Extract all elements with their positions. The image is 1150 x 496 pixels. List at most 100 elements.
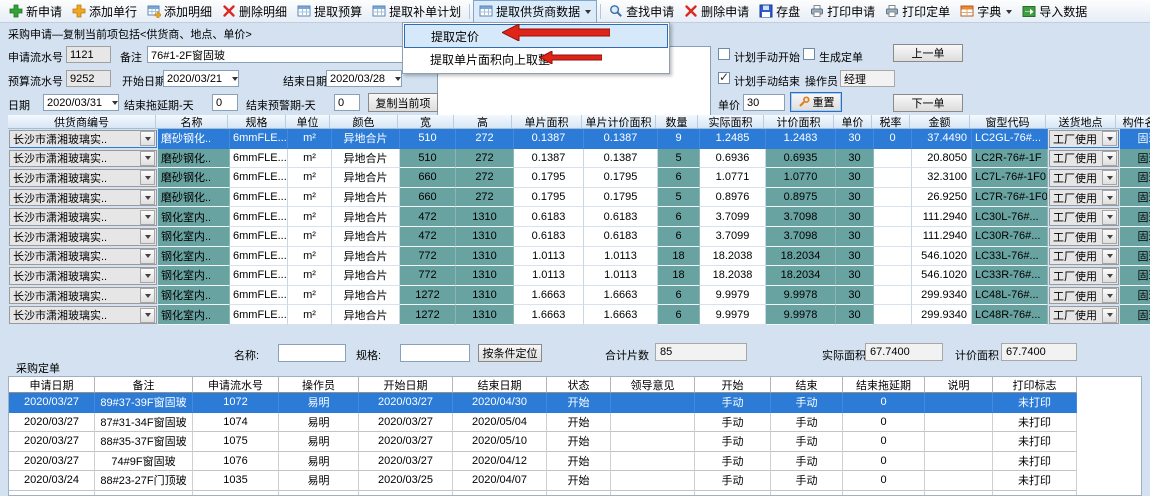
table-cell[interactable] (611, 412, 695, 432)
toolbar-button-extract-supplier-data[interactable]: 提取供货商数据 (473, 0, 598, 23)
table-cell[interactable]: 1.0770 (766, 168, 836, 188)
table-cell[interactable]: 472 (400, 226, 456, 247)
filter-spec-input[interactable] (400, 344, 470, 362)
table-cell[interactable] (359, 490, 453, 495)
table-cell[interactable]: 1.0113 (514, 246, 584, 267)
locate-by-condition-button[interactable]: 按条件定位 (478, 344, 542, 362)
table-cell[interactable]: 异地合片 (332, 266, 400, 286)
column-header[interactable]: 单位 (286, 115, 330, 129)
delivery-location-combo-cell[interactable]: 工厂使用 (1049, 169, 1119, 187)
toolbar-button-print-request[interactable]: 打印申请 (805, 1, 880, 22)
table-cell[interactable]: 1310 (456, 226, 514, 247)
table-cell[interactable]: 未打印 (993, 471, 1077, 491)
table-cell[interactable]: 0.1387 (514, 148, 584, 169)
table-cell[interactable] (874, 187, 912, 208)
table-cell[interactable]: 0 (843, 412, 925, 432)
toolbar-button-dictionary[interactable]: 字典 (955, 1, 1017, 22)
copy-current-button[interactable]: 复制当前项 (368, 93, 438, 112)
table-cell[interactable]: 3.7098 (766, 207, 836, 227)
table-cell[interactable]: 手动 (695, 451, 771, 471)
table-cell[interactable]: 0.8975 (766, 187, 836, 208)
previous-order-button[interactable]: 上一单 (893, 44, 963, 62)
table-cell[interactable]: 6mmFLE... (230, 305, 288, 325)
chevron-down-icon[interactable] (1102, 170, 1117, 186)
table-cell[interactable]: 88#23-27F门顶玻 (95, 471, 193, 491)
table-cell[interactable]: 30 (836, 246, 874, 267)
column-header[interactable]: 规格 (228, 115, 286, 129)
table-cell[interactable]: 9.9979 (700, 285, 766, 306)
toolbar-button-extract-supplement-plan[interactable]: 提取补单计划 (367, 1, 466, 22)
table-cell[interactable]: 手动 (695, 432, 771, 452)
table-cell[interactable]: 固玻 (1120, 187, 1150, 208)
table-cell[interactable] (925, 393, 993, 413)
table-cell[interactable] (9, 490, 95, 495)
filter-name-input[interactable] (278, 344, 346, 362)
table-row[interactable]: 长沙市潇湘玻璃实.. 钢化室内.. 6mmFLE... m² 异地合片 472 1310 0.… (8, 207, 1150, 227)
budget-no-field[interactable] (66, 70, 111, 87)
table-cell[interactable] (925, 490, 993, 495)
chevron-down-icon[interactable] (1102, 209, 1117, 225)
chevron-down-icon[interactable] (140, 190, 155, 206)
table-cell[interactable]: LC30L-76#... (972, 207, 1048, 227)
chevron-down-icon[interactable] (1102, 150, 1117, 166)
supplier-combo-cell[interactable]: 长沙市潇湘玻璃实.. (9, 188, 157, 207)
table-cell[interactable]: LC33L-76#... (972, 246, 1048, 267)
column-header[interactable]: 送货地点 (1046, 115, 1116, 129)
table-cell[interactable]: m² (288, 129, 332, 149)
table-cell[interactable]: m² (288, 246, 332, 267)
table-cell[interactable]: 磨砂钢化.. (158, 148, 230, 169)
column-header[interactable]: 打印标志 (993, 377, 1077, 393)
supplier-combo-cell[interactable]: 长沙市潇湘玻璃实.. (9, 149, 157, 168)
start-date-combo[interactable]: 2020/03/21 (163, 70, 239, 87)
table-cell[interactable]: 37.4490 (912, 129, 972, 149)
table-cell[interactable]: 111.2940 (912, 207, 972, 227)
column-header[interactable]: 窗型代码 (970, 115, 1046, 129)
table-cell[interactable]: 0.1387 (514, 129, 584, 149)
table-cell[interactable]: 2020/04/12 (453, 451, 547, 471)
table-cell[interactable]: 异地合片 (332, 226, 400, 247)
table-cell[interactable]: 0 (843, 471, 925, 491)
table-cell[interactable]: 1272 (400, 305, 456, 325)
table-cell[interactable] (843, 490, 925, 495)
table-cell[interactable]: 异地合片 (332, 305, 400, 325)
table-cell[interactable]: 89#37-39F窗固玻 (95, 393, 193, 413)
table-cell[interactable]: 1.2483 (766, 129, 836, 149)
table-cell[interactable]: 固玻 (1120, 285, 1150, 306)
table-cell[interactable]: 6mmFLE... (230, 129, 288, 149)
table-cell[interactable]: 2020/03/27 (9, 412, 95, 432)
table-cell[interactable]: 易明 (279, 471, 359, 491)
table-cell[interactable]: 6mmFLE... (230, 168, 288, 188)
table-cell[interactable]: 易明 (279, 432, 359, 452)
chevron-down-icon[interactable] (1102, 131, 1117, 147)
table-cell[interactable] (611, 471, 695, 491)
table-cell[interactable]: 9.9978 (766, 285, 836, 306)
table-cell[interactable]: 0 (843, 432, 925, 452)
table-cell[interactable]: 异地合片 (332, 129, 400, 149)
supplier-combo-cell[interactable]: 长沙市潇湘玻璃实.. (9, 306, 157, 324)
table-cell[interactable]: 18 (658, 266, 700, 286)
chevron-down-icon[interactable] (140, 209, 155, 225)
table-cell[interactable] (874, 285, 912, 306)
table-cell[interactable]: 1.6663 (514, 305, 584, 325)
table-cell[interactable] (193, 490, 279, 495)
date-combo[interactable]: 2020/03/31 (43, 94, 119, 111)
delivery-location-combo-cell[interactable]: 工厂使用 (1049, 149, 1119, 168)
table-cell[interactable]: 1074 (193, 412, 279, 432)
column-header[interactable]: 税率 (872, 115, 910, 129)
table-cell[interactable]: 手动 (771, 451, 843, 471)
table-cell[interactable]: 钢化室内.. (158, 266, 230, 286)
toolbar-button-new-request[interactable]: 新申请 (4, 1, 67, 22)
table-cell[interactable]: LC48L-76#... (972, 285, 1048, 306)
table-cell[interactable]: LC7L-76#-1F0 (972, 168, 1048, 188)
supplier-combo-cell[interactable]: 长沙市潇湘玻璃实.. (9, 227, 157, 246)
table-cell[interactable]: 18.2038 (700, 246, 766, 267)
table-row[interactable]: 2020/03/27 87#31-34F窗固玻 1074 易明 2020/03/27 20… (9, 412, 1141, 432)
column-header[interactable]: 结束拖延期 (843, 377, 925, 393)
table-cell[interactable]: 0 (843, 451, 925, 471)
table-cell[interactable]: 1.0771 (700, 168, 766, 188)
column-header[interactable]: 领导意见 (611, 377, 695, 393)
column-header[interactable]: 颜色 (330, 115, 398, 129)
table-cell[interactable]: LC2GL-76#... (972, 129, 1048, 149)
table-cell[interactable]: 0.6183 (584, 226, 658, 247)
table-cell[interactable]: 易明 (279, 412, 359, 432)
